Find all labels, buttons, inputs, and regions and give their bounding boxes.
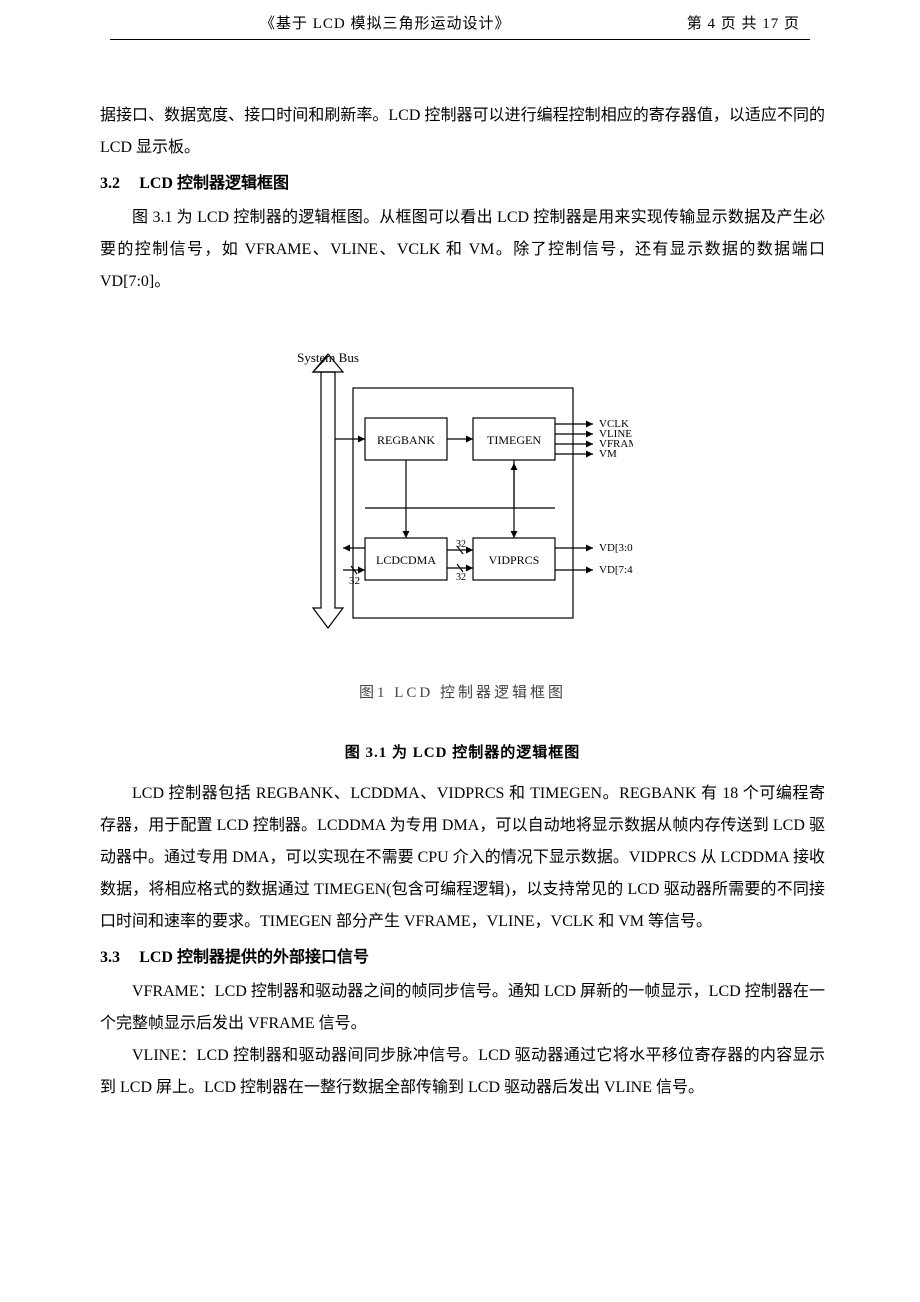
heading-3-2-text: LCD 控制器逻辑框图: [139, 175, 289, 192]
header-title: 《基于 LCD 模拟三角形运动设计》: [260, 12, 511, 33]
sig-vd74: VD[7:4]: [599, 564, 633, 576]
sig-vd30: VD[3:0]: [599, 542, 633, 554]
paragraph-4: VFRAME：LCD 控制器和驱动器之间的帧同步信号。通知 LCD 屏新的一帧显…: [100, 976, 825, 1040]
paragraph-1: 据接口、数据宽度、接口时间和刷新率。LCD 控制器可以进行编程控制相应的寄存器值…: [100, 100, 825, 164]
sig-vm: VM: [599, 448, 617, 460]
heading-3-2: 3.2 LCD 控制器逻辑框图: [100, 168, 825, 200]
heading-3-3-text: LCD 控制器提供的外部接口信号: [139, 949, 369, 966]
page-header: 《基于 LCD 模拟三角形运动设计》 第 4 页 共 17 页: [0, 0, 920, 39]
box-lcdcdma: LCDCDMA: [375, 553, 435, 567]
figure-block-diagram: System Bus REGBANK TIMEGEN LCDCDMA VIDPR…: [293, 338, 633, 708]
bus-label-32-bot: 32: [456, 572, 466, 583]
figure-main-caption: 图 3.1 为 LCD 控制器的逻辑框图: [100, 738, 825, 768]
box-regbank: REGBANK: [376, 433, 434, 447]
bus-label-32-left: 32: [349, 575, 360, 587]
figure-inner-caption: 图1 LCD 控制器逻辑框图: [293, 678, 633, 708]
heading-3-2-num: 3.2: [100, 175, 120, 192]
heading-3-3-num: 3.3: [100, 949, 120, 966]
box-vidprcs: VIDPRCS: [488, 553, 539, 567]
paragraph-2: 图 3.1 为 LCD 控制器的逻辑框图。从框图可以看出 LCD 控制器是用来实…: [100, 202, 825, 298]
paragraph-3: LCD 控制器包括 REGBANK、LCDDMA、VIDPRCS 和 TIMEG…: [100, 778, 825, 938]
page-content: 据接口、数据宽度、接口时间和刷新率。LCD 控制器可以进行编程控制相应的寄存器值…: [0, 40, 920, 1104]
heading-3-3: 3.3 LCD 控制器提供的外部接口信号: [100, 942, 825, 974]
label-system-bus: System Bus: [297, 350, 359, 365]
paragraph-5: VLINE：LCD 控制器和驱动器间同步脉冲信号。LCD 驱动器通过它将水平移位…: [100, 1040, 825, 1104]
lcd-block-diagram-svg: System Bus REGBANK TIMEGEN LCDCDMA VIDPR…: [293, 338, 633, 658]
bus-label-32-top: 32: [456, 539, 466, 550]
header-page-info: 第 4 页 共 17 页: [687, 12, 800, 33]
box-timegen: TIMEGEN: [487, 433, 541, 447]
